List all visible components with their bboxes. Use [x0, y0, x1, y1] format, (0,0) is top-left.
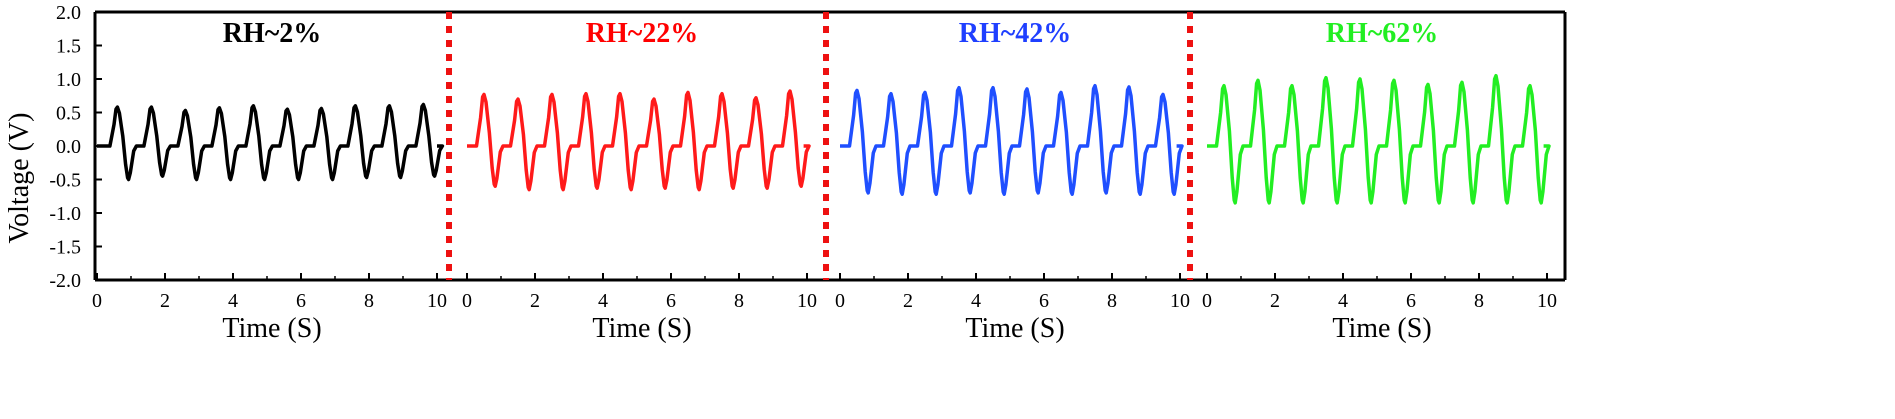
y-tick-label: 2.0 [56, 2, 81, 24]
x-tick-label: 0 [92, 290, 102, 312]
x-axis-title: Time (S) [592, 313, 691, 344]
x-tick-label: 8 [734, 290, 744, 312]
y-axis-title: Voltage (V) [4, 113, 35, 244]
panel-2: RH~22% 0 2 4 6 8 10 Time (S) [462, 18, 817, 344]
x-tick-label: 6 [296, 290, 306, 312]
y-tick-label: 0.5 [56, 103, 81, 125]
x-tick-label: 0 [835, 290, 845, 312]
panel-dividers [446, 12, 1193, 280]
x-tick-label: 2 [903, 290, 913, 312]
y-axis: 2.0 1.5 1.0 0.5 0.0 -0.5 -1.0 -1.5 -2.0 [49, 2, 102, 292]
panel-title: RH~22% [586, 18, 699, 49]
y-tick-label: 1.0 [56, 69, 81, 91]
plot-frame [93, 10, 1567, 282]
panels: RH~2% 0 2 4 6 8 10 Time (S) RH~22% 0 2 4 6 8 10 Time (S… [92, 18, 1557, 344]
x-tick-label: 4 [228, 290, 238, 312]
x-tick-label: 6 [666, 290, 676, 312]
x-tick-label: 8 [1107, 290, 1117, 312]
x-tick-label: 4 [1338, 290, 1348, 312]
x-tick-label: 10 [1537, 290, 1557, 312]
panel-title: RH~42% [959, 18, 1072, 49]
x-tick-label: 0 [1202, 290, 1212, 312]
x-tick-label: 2 [1270, 290, 1280, 312]
panel-title: RH~2% [223, 18, 322, 49]
panel-3: RH~42% 0 2 4 6 8 10 Time (S) [835, 18, 1190, 344]
panel-4: RH~62% 0 2 4 6 8 10 Time (S) [1202, 18, 1557, 344]
x-tick-label: 8 [1474, 290, 1484, 312]
series-line [97, 102, 445, 182]
x-tick-label: 10 [427, 290, 447, 312]
series-line [1207, 73, 1551, 205]
series-line [467, 89, 811, 192]
series-line [840, 83, 1184, 196]
x-tick-label: 10 [797, 290, 817, 312]
y-tick-label: -1.5 [49, 237, 81, 259]
panel-title: RH~62% [1326, 18, 1439, 49]
x-tick-label: 0 [462, 290, 472, 312]
panel-1: RH~2% 0 2 4 6 8 10 Time (S) [92, 18, 447, 344]
x-tick-label: 8 [364, 290, 374, 312]
x-tick-label: 4 [598, 290, 608, 312]
x-tick-label: 2 [160, 290, 170, 312]
x-axis-title: Time (S) [1332, 313, 1431, 344]
y-tick-label: -0.5 [49, 170, 81, 192]
y-tick-label: 0.0 [56, 136, 81, 158]
y-tick-label: 1.5 [56, 36, 81, 58]
x-tick-label: 4 [971, 290, 981, 312]
y-tick-label: -1.0 [49, 203, 81, 225]
x-tick-label: 10 [1170, 290, 1190, 312]
x-tick-label: 2 [530, 290, 540, 312]
y-tick-label: -2.0 [49, 270, 81, 292]
x-tick-label: 6 [1039, 290, 1049, 312]
x-axis-title: Time (S) [222, 313, 321, 344]
x-tick-label: 6 [1406, 290, 1416, 312]
x-axis-title: Time (S) [965, 313, 1064, 344]
